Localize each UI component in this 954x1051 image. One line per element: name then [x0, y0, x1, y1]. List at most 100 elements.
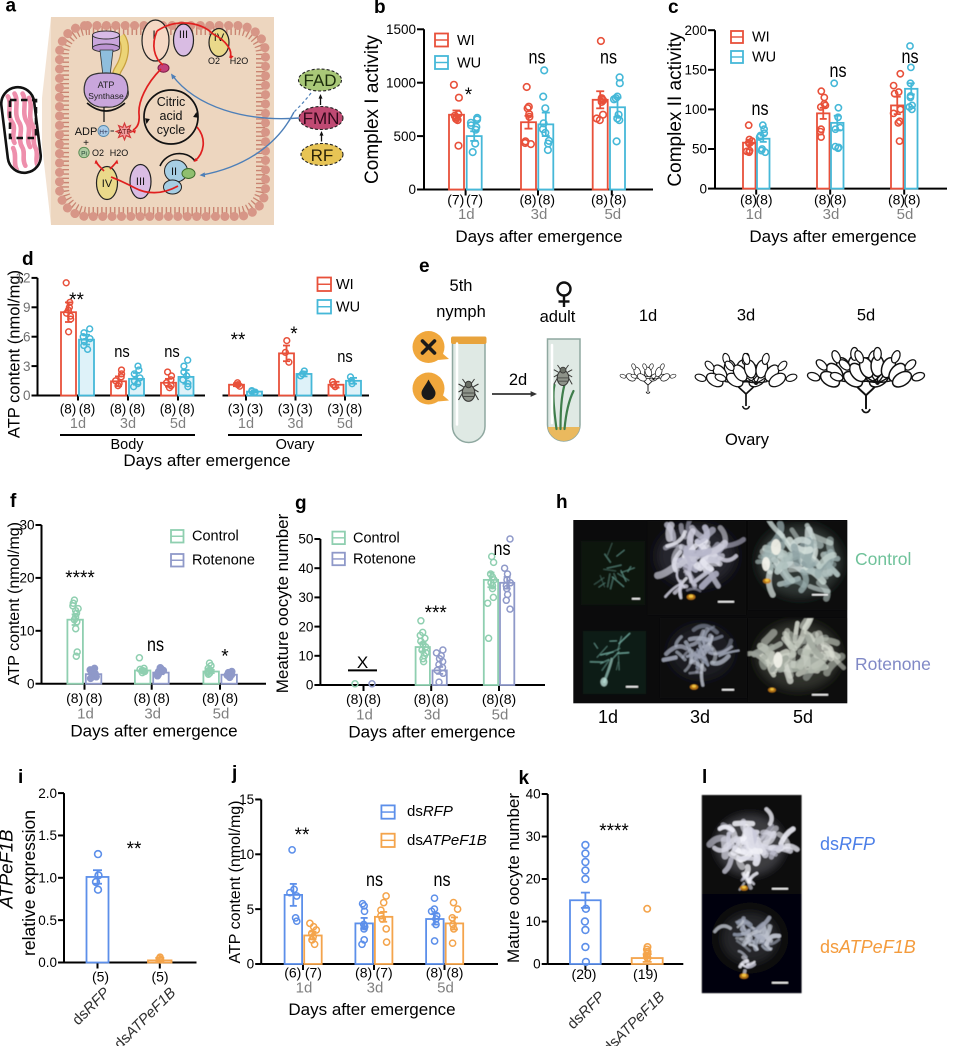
svg-text:(8): (8)	[160, 402, 177, 417]
svg-text:(6): (6)	[284, 965, 301, 981]
svg-text:(19): (19)	[633, 966, 658, 982]
svg-text:ns: ns	[366, 870, 383, 891]
svg-text:Complex II activity: Complex II activity	[665, 32, 686, 187]
svg-text:30: 30	[526, 829, 541, 844]
svg-text:i: i	[18, 767, 23, 788]
svg-text:relative expression: relative expression	[19, 810, 39, 956]
svg-text:*: *	[221, 647, 229, 668]
svg-text:IV: IV	[102, 178, 113, 190]
svg-text:III: III	[179, 29, 188, 41]
svg-text:(8): (8)	[446, 965, 463, 981]
svg-text:ns: ns	[902, 47, 919, 68]
svg-text:acid: acid	[160, 109, 183, 123]
svg-text:1000: 1000	[386, 75, 416, 90]
svg-text:dsATPeF1B: dsATPeF1B	[820, 937, 916, 957]
svg-text:1500: 1500	[386, 22, 416, 37]
svg-text:Rotenone: Rotenone	[353, 552, 416, 568]
svg-text:(8): (8)	[60, 402, 77, 417]
svg-text:(3): (3)	[327, 402, 344, 417]
svg-text:20: 20	[526, 872, 541, 887]
svg-text:5d: 5d	[793, 707, 813, 727]
svg-text:dsRFP: dsRFP	[407, 803, 453, 820]
svg-text:30: 30	[19, 518, 34, 533]
svg-text:**: **	[231, 330, 246, 351]
svg-text:1d: 1d	[458, 206, 475, 223]
svg-text:Control: Control	[855, 549, 911, 569]
svg-text:WI: WI	[457, 33, 475, 49]
svg-text:3d: 3d	[120, 416, 136, 432]
svg-text:5d: 5d	[437, 980, 454, 997]
svg-text:3d: 3d	[144, 706, 161, 723]
svg-text:ADP: ADP	[75, 126, 98, 138]
svg-text:200: 200	[684, 23, 707, 38]
svg-text:50: 50	[298, 532, 313, 547]
svg-text:cycle: cycle	[157, 123, 186, 137]
svg-text:FMN: FMN	[303, 109, 340, 128]
svg-text:Control: Control	[353, 531, 400, 547]
svg-text:**: **	[295, 825, 310, 846]
svg-text:1d: 1d	[356, 707, 373, 724]
svg-text:0: 0	[699, 181, 707, 196]
svg-text:*: *	[465, 85, 473, 106]
svg-text:5d: 5d	[604, 206, 621, 223]
svg-text:Citric: Citric	[157, 95, 185, 109]
svg-text:0: 0	[27, 676, 35, 691]
svg-text:3: 3	[23, 359, 31, 374]
svg-text:(8): (8)	[221, 690, 238, 706]
svg-text:(8): (8)	[153, 690, 170, 706]
svg-text:10: 10	[19, 624, 34, 639]
svg-text:1d: 1d	[296, 980, 313, 997]
svg-text:ns: ns	[434, 870, 451, 891]
svg-text:5: 5	[247, 902, 255, 917]
svg-text:H2O: H2O	[230, 56, 249, 66]
svg-text:20: 20	[19, 571, 34, 586]
svg-text:dsRFP: dsRFP	[820, 834, 875, 854]
svg-text:9: 9	[23, 300, 31, 315]
svg-text:5d: 5d	[170, 416, 186, 432]
svg-text:ns: ns	[600, 48, 617, 69]
svg-text:1d: 1d	[70, 416, 86, 432]
svg-text:5th: 5th	[450, 277, 473, 295]
svg-text:(8): (8)	[202, 690, 219, 706]
svg-text:100: 100	[684, 102, 707, 117]
svg-text:ATP content (nmol/mg): ATP content (nmol/mg)	[6, 522, 23, 685]
svg-text:H+: H+	[99, 129, 108, 136]
svg-text:(3): (3)	[247, 402, 264, 417]
svg-text:Days after emergence: Days after emergence	[455, 227, 622, 246]
svg-text:ATP: ATP	[98, 80, 115, 90]
svg-text:5d: 5d	[492, 707, 509, 724]
svg-text:FAD: FAD	[303, 71, 336, 90]
svg-text:H2O: H2O	[110, 148, 129, 158]
svg-text:O2: O2	[92, 148, 104, 158]
svg-text:ATP content (nmol/mg): ATP content (nmol/mg)	[6, 270, 24, 438]
svg-text:****: ****	[65, 568, 95, 589]
svg-text:***: ***	[425, 603, 448, 624]
svg-text:Days after emergence: Days after emergence	[288, 1000, 455, 1019]
svg-text:(8): (8)	[129, 402, 146, 417]
svg-text:0: 0	[306, 678, 314, 693]
svg-text:*: *	[290, 324, 298, 345]
svg-text:1.0: 1.0	[38, 871, 57, 886]
svg-text:(8): (8)	[66, 690, 83, 706]
svg-text:5d: 5d	[857, 307, 875, 325]
svg-text:Mature oocyte number: Mature oocyte number	[504, 793, 523, 963]
svg-text:Complex I activity: Complex I activity	[362, 35, 383, 184]
svg-text:II: II	[171, 166, 177, 178]
svg-text:Days after emergence: Days after emergence	[123, 451, 290, 470]
svg-text:(8): (8)	[426, 965, 443, 981]
svg-text:10: 10	[298, 649, 313, 664]
svg-text:(8): (8)	[482, 691, 499, 707]
svg-text:d: d	[22, 249, 34, 270]
svg-text:500: 500	[393, 129, 416, 144]
svg-text:5d: 5d	[897, 206, 914, 223]
svg-text:3d: 3d	[531, 206, 548, 223]
svg-text:(8): (8)	[134, 690, 151, 706]
svg-text:3d: 3d	[737, 307, 755, 325]
svg-text:c: c	[668, 0, 679, 18]
svg-text:ns: ns	[529, 48, 546, 69]
svg-text:WI: WI	[752, 30, 770, 46]
svg-text:WU: WU	[457, 56, 481, 72]
svg-text:ns: ns	[164, 342, 180, 361]
svg-text:**: **	[69, 290, 84, 311]
svg-text:WU: WU	[752, 50, 776, 66]
